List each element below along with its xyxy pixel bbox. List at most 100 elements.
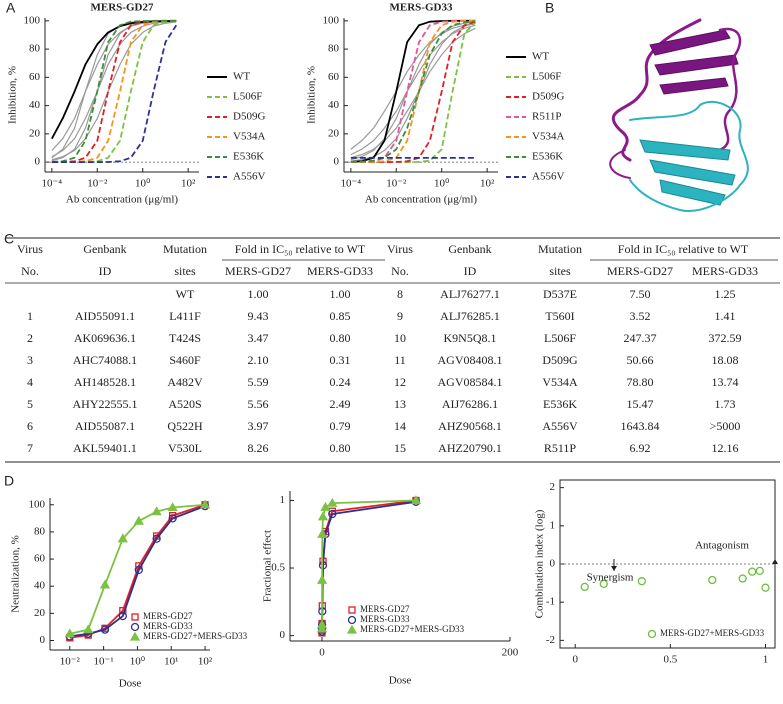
x-tick-label: 10⁻¹	[94, 656, 114, 668]
marker-circle	[118, 611, 127, 621]
series-line	[350, 24, 476, 156]
x-tick-label: 10²	[198, 656, 213, 668]
table-cell: 0.80	[330, 331, 351, 345]
table-header: Mutation	[538, 242, 582, 256]
marker-circle	[748, 567, 757, 576]
legend-label: D509G	[532, 91, 564, 103]
series-line	[51, 24, 178, 164]
table-cell: L411F	[169, 309, 201, 323]
table-header: MERS-GD33	[307, 264, 373, 278]
table-cell: A482V	[167, 375, 203, 389]
y-tick-label: 40	[34, 580, 46, 592]
y-axis-label: Combination index (log)	[534, 509, 546, 618]
marker-circle	[637, 577, 646, 586]
marker-circle	[738, 574, 747, 583]
table-cell: 5.59	[248, 375, 269, 389]
marker-triangle	[316, 619, 328, 629]
table-header: MERS-GD33	[692, 264, 758, 278]
table-cell: 1.73	[715, 397, 736, 411]
y-tick-label: 100	[24, 14, 41, 26]
legend-marker	[129, 631, 141, 641]
table-cell: D537E	[543, 287, 577, 301]
series-line	[51, 19, 177, 164]
table-cell: V534A	[542, 375, 578, 389]
table-header: Genbank	[83, 242, 126, 256]
y-tick-label: 60	[29, 71, 41, 83]
marker-circle	[599, 579, 608, 589]
table-cell: A520S	[168, 397, 201, 411]
legend-marker	[647, 629, 657, 639]
marker-circle	[755, 566, 764, 576]
table-cell: 1.00	[248, 287, 269, 301]
legend-label: MERS-GD27+MERS-GD33	[360, 624, 465, 634]
marker-circle	[152, 534, 161, 543]
series-line	[51, 21, 177, 161]
table-cell: 1.00	[330, 287, 351, 301]
table-cell: 8.26	[248, 441, 269, 455]
table-cell: 18.08	[712, 353, 739, 367]
marker-triangle	[83, 624, 94, 634]
table-cell: T424S	[169, 331, 201, 345]
table-cell: 3.97	[248, 419, 269, 433]
marker-triangle	[316, 574, 328, 584]
marker-circle	[761, 583, 770, 592]
table-header: MERS-GD27	[607, 264, 673, 278]
legend-label: MERS-GD33	[143, 621, 193, 631]
legend-label: A556V	[532, 171, 564, 183]
x-tick-label: 0	[572, 654, 578, 666]
y-tick-label: 20	[34, 607, 46, 619]
table-cell: 2.49	[330, 397, 351, 411]
x-tick-label: 200	[502, 647, 519, 659]
table-cell: 0.85	[330, 309, 351, 323]
marker-circle	[168, 514, 177, 523]
y-tick-label: 100	[323, 14, 340, 26]
table-header: ID	[464, 264, 477, 278]
table-header: sites	[174, 264, 196, 278]
table-cell: V530L	[168, 441, 202, 455]
arrow-head	[772, 559, 778, 564]
series-line	[350, 20, 476, 163]
marker-circle	[708, 575, 717, 585]
legend-marker	[131, 613, 139, 621]
y-axis-label: Inhibition, %	[306, 66, 318, 124]
series-line	[51, 19, 177, 163]
y-axis-label: Inhibition, %	[7, 66, 19, 124]
table-cell: 0.79	[330, 419, 351, 433]
x-tick-label: 10⁻⁴	[42, 178, 63, 190]
y-axis-label: Fractional effect	[262, 530, 274, 602]
legend-marker	[130, 622, 140, 632]
marker-triangle	[151, 506, 162, 516]
table-header: Virus	[387, 242, 413, 256]
legend-marker	[346, 624, 358, 634]
y-tick-label: -2	[546, 634, 555, 646]
table-cell: 13	[394, 397, 406, 411]
x-tick-label: 10⁰	[130, 656, 146, 668]
table-cell: 247.37	[624, 331, 657, 345]
legend-label: MERS-GD27+MERS-GD33	[143, 631, 248, 641]
marker-triangle	[99, 579, 111, 589]
table-cell: 1.25	[715, 287, 736, 301]
panel-label: A	[6, 0, 16, 16]
table-cell: 15	[394, 441, 406, 455]
y-tick-label: 1	[550, 519, 556, 531]
table-cell: AH148528.1	[74, 375, 136, 389]
x-tick-label: 0	[319, 647, 325, 659]
series-line	[350, 22, 476, 150]
legend-label: MERS-GD27	[360, 604, 410, 614]
series-line	[51, 20, 177, 164]
table-cell: 9.43	[248, 309, 269, 323]
y-tick-label: 80	[328, 43, 340, 55]
table-header: MERS-GD27	[225, 264, 291, 278]
table-cell: 3.47	[248, 331, 269, 345]
y-tick-label: 20	[29, 127, 41, 139]
table-cell: AGV08408.1	[438, 353, 503, 367]
marker-circle	[580, 582, 589, 592]
panel-label: D	[4, 473, 14, 489]
table-cell: 2.10	[248, 353, 269, 367]
table-cell: 15.47	[627, 397, 654, 411]
y-tick-label: 40	[29, 99, 41, 111]
marker-triangle	[64, 628, 75, 638]
marker-circle	[134, 565, 143, 575]
marker-triangle	[199, 499, 211, 509]
legend-label: L506F	[233, 91, 262, 103]
